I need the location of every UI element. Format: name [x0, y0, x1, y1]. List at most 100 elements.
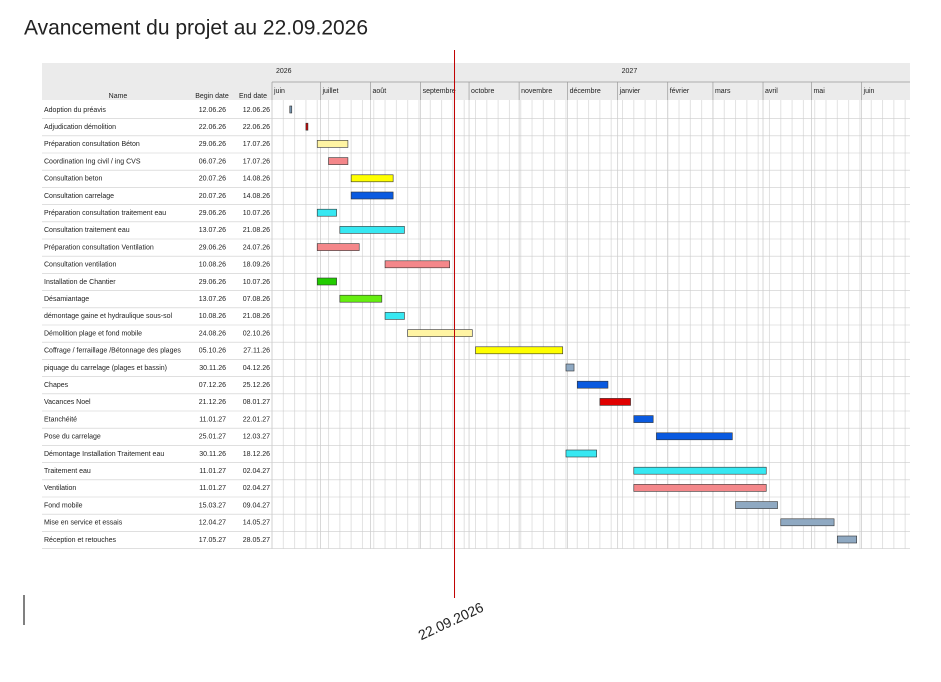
task-bar	[735, 501, 778, 509]
begin-date: 12.04.27	[199, 520, 226, 527]
end-date: 10.07.26	[243, 210, 270, 217]
begin-date: 12.06.26	[199, 107, 226, 114]
end-date: 24.07.26	[243, 244, 270, 251]
task-name: Installation de Chantier	[44, 279, 116, 286]
begin-date: 24.08.26	[199, 330, 226, 337]
begin-date: 21.12.26	[199, 399, 226, 406]
task-name: Chapes	[44, 382, 69, 389]
year-label: 2027	[622, 68, 638, 75]
task-name: Vacances Noel	[44, 399, 91, 406]
end-date: 04.12.26	[243, 365, 270, 372]
column-header: Begin date	[195, 93, 229, 100]
begin-date: 10.08.26	[199, 262, 226, 269]
begin-date: 13.07.26	[199, 296, 226, 303]
begin-date: 29.06.26	[199, 210, 226, 217]
end-date: 18.09.26	[243, 262, 270, 269]
task-name: Préparation consultation Ventilation	[44, 244, 154, 251]
task-name: Fond mobile	[44, 502, 83, 509]
month-label: juin	[273, 88, 285, 95]
begin-date: 11.01.27	[199, 485, 226, 492]
month-label: août	[373, 88, 387, 95]
chart-title: Avancement du projet au 22.09.2026	[24, 17, 368, 40]
task-bar	[339, 294, 383, 303]
task-bar	[407, 329, 473, 337]
month-label: mai	[813, 88, 825, 95]
end-date: 08.01.27	[243, 399, 270, 406]
task-bar	[316, 140, 349, 148]
task-name: Consultation beton	[44, 176, 102, 183]
task-name: Désamiantage	[44, 296, 89, 303]
end-date: 21.08.26	[243, 227, 270, 234]
task-name: Consultation traitement eau	[44, 227, 130, 234]
column-header: Name	[109, 93, 128, 100]
task-name: démontage gaine et hydraulique sous-sol	[44, 313, 172, 320]
task-bar	[339, 226, 405, 234]
task-name: Démontage Installation Traitement eau	[44, 451, 164, 458]
task-name: Traitement eau	[44, 468, 91, 475]
begin-date: 07.12.26	[199, 382, 226, 389]
task-bar	[316, 277, 337, 286]
begin-date: 25.01.27	[199, 434, 226, 441]
task-name: Ventilation	[44, 485, 76, 492]
begin-date: 29.06.26	[199, 244, 226, 251]
month-label: mars	[715, 88, 731, 95]
month-label: juillet	[321, 88, 338, 95]
month-label: avril	[765, 88, 778, 95]
task-name: piquage du carrelage (plages et bassin)	[44, 365, 167, 372]
task-name: Démolition plage et fond mobile	[44, 330, 142, 337]
task-name: Etanchéité	[44, 416, 77, 423]
task-bar	[565, 363, 575, 372]
task-bar	[837, 535, 857, 544]
end-date: 10.07.26	[243, 279, 270, 286]
year-label: 2026	[276, 68, 292, 75]
end-date: 14.05.27	[243, 520, 270, 527]
task-bar	[576, 380, 609, 389]
task-bar	[316, 208, 337, 217]
begin-date: 30.11.26	[199, 365, 226, 372]
month-label: février	[670, 88, 690, 95]
end-date: 21.08.26	[243, 313, 270, 320]
end-date: 14.08.26	[243, 193, 270, 200]
begin-date: 06.07.26	[199, 158, 226, 165]
end-date: 12.03.27	[243, 434, 270, 441]
end-date: 02.04.27	[243, 468, 270, 475]
begin-date: 29.06.26	[199, 279, 226, 286]
task-name: Consultation carrelage	[44, 193, 114, 200]
begin-date: 30.11.26	[199, 451, 226, 458]
month-label: novembre	[521, 88, 552, 95]
end-date: 09.04.27	[243, 502, 270, 509]
end-date: 28.05.27	[243, 537, 270, 544]
task-name: Mise en service et essais	[44, 520, 123, 527]
end-date: 27.11.26	[243, 348, 270, 355]
begin-date: 13.07.26	[199, 227, 226, 234]
task-bar	[328, 157, 349, 165]
task-name: Réception et retouches	[44, 537, 116, 544]
end-date: 12.06.26	[243, 107, 270, 114]
task-bar	[633, 415, 654, 423]
begin-date: 17.05.27	[199, 537, 226, 544]
begin-date: 20.07.26	[199, 193, 226, 200]
month-label: décembre	[570, 88, 601, 95]
task-bar	[599, 398, 631, 406]
begin-date: 11.01.27	[199, 416, 226, 423]
column-header: End date	[239, 93, 267, 100]
begin-date: 10.08.26	[199, 313, 226, 320]
month-label: octobre	[471, 88, 494, 95]
end-date: 17.07.26	[243, 141, 270, 148]
today-label: 22.09.2026	[416, 599, 486, 643]
end-date: 17.07.26	[243, 158, 270, 165]
month-label: juin	[863, 88, 875, 95]
end-date: 22.01.27	[243, 416, 270, 423]
task-bar	[316, 243, 360, 251]
task-bar	[780, 518, 835, 527]
task-name: Pose du carrelage	[44, 434, 101, 441]
task-bar	[384, 312, 405, 320]
begin-date: 15.03.27	[199, 502, 226, 509]
month-label: septembre	[423, 88, 456, 95]
begin-date: 22.06.26	[199, 124, 226, 131]
task-name: Préparation consultation traitement eau	[44, 210, 166, 217]
task-bar	[384, 260, 450, 269]
task-bar	[633, 484, 767, 492]
task-name: Préparation consultation Béton	[44, 141, 140, 148]
